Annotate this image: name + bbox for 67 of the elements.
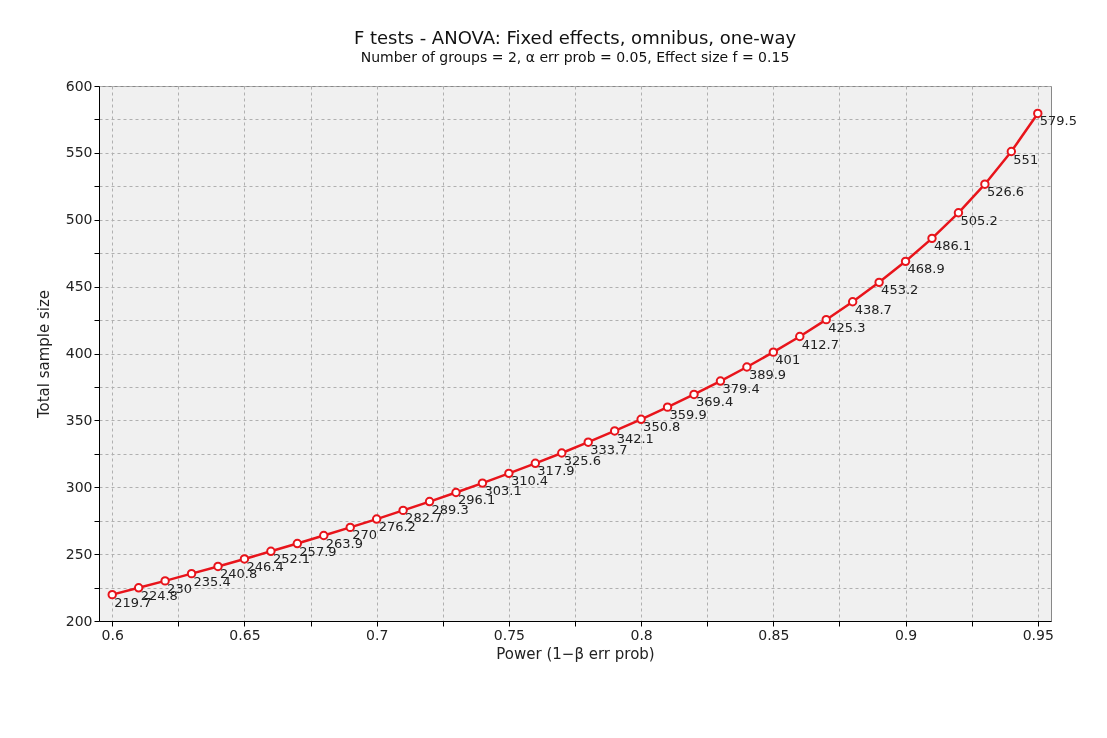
- point: [504, 468, 514, 479]
- x-tick-label: 0.85: [758, 626, 790, 643]
- point: [477, 478, 488, 488]
- y-tick-label: 300: [65, 478, 93, 495]
- data-label: 468.9: [907, 261, 945, 277]
- data-label: 486.1: [934, 238, 972, 254]
- y-tick-label: 400: [65, 345, 93, 361]
- y-tick-label: 450: [65, 278, 93, 295]
- point: [319, 530, 329, 541]
- y-tick-label: 200: [65, 612, 93, 629]
- point: [451, 487, 461, 498]
- x-tick-label: 0.7: [366, 626, 389, 643]
- x-tick-label: 0.6: [101, 626, 124, 643]
- x-tick-label: 0.95: [1022, 626, 1054, 643]
- y-tick-label: 500: [65, 211, 93, 228]
- point: [821, 314, 831, 325]
- point: [1006, 146, 1017, 157]
- point: [557, 448, 567, 458]
- data-label: 505.2: [960, 212, 998, 228]
- data-label: 551: [1013, 151, 1039, 167]
- chart-subtitle: Number of groups = 2, α err prob = 0.05, Effect size f = 0.15: [360, 49, 790, 65]
- x-tick-label: 0.9: [894, 626, 918, 643]
- x-tick-label: 0.8: [630, 626, 653, 643]
- point: [292, 538, 303, 549]
- point: [398, 505, 408, 516]
- data-label: 401: [775, 352, 801, 368]
- point: [186, 568, 197, 579]
- y-tick-label: 250: [65, 545, 93, 562]
- x-axis-title: Power (1−β err prob): [496, 644, 655, 663]
- point: [715, 376, 726, 386]
- data-label: 438.7: [854, 301, 892, 317]
- y-axis-title: Total sample size: [34, 289, 53, 420]
- point: [213, 561, 223, 572]
- point: [847, 297, 858, 307]
- point: [424, 496, 435, 507]
- point: [980, 179, 990, 189]
- point: [345, 522, 355, 533]
- point: [609, 426, 620, 436]
- chart-title: F tests - ANOVA: Fixed effects, omnibus, one-way: [353, 27, 797, 48]
- point: [662, 402, 673, 412]
- point: [1033, 108, 1043, 119]
- data-label: 453.2: [881, 282, 919, 298]
- data-label: 369.4: [696, 394, 734, 410]
- x-tick-label: 0.65: [229, 626, 261, 643]
- point: [689, 389, 699, 400]
- point: [583, 437, 593, 447]
- point: [636, 414, 646, 425]
- point: [768, 347, 779, 357]
- data-label: 425.3: [828, 319, 866, 335]
- point: [160, 576, 170, 586]
- point: [133, 583, 144, 593]
- data-label: 389.9: [748, 367, 787, 383]
- point: [239, 554, 250, 564]
- data-label: 412.7: [801, 336, 839, 352]
- x-tick-label: 0.75: [493, 626, 525, 643]
- point: [371, 514, 382, 524]
- point: [953, 208, 964, 218]
- point: [742, 362, 752, 372]
- point: [266, 546, 276, 557]
- data-label: 526.6: [986, 184, 1025, 200]
- point: [107, 589, 117, 600]
- point: [795, 331, 805, 342]
- y-tick-label: 550: [65, 144, 93, 161]
- data-label: 379.4: [722, 381, 760, 397]
- y-tick-label: 350: [65, 411, 93, 428]
- y-tick-label: 600: [65, 77, 93, 94]
- data-label: 579.5: [1039, 113, 1077, 129]
